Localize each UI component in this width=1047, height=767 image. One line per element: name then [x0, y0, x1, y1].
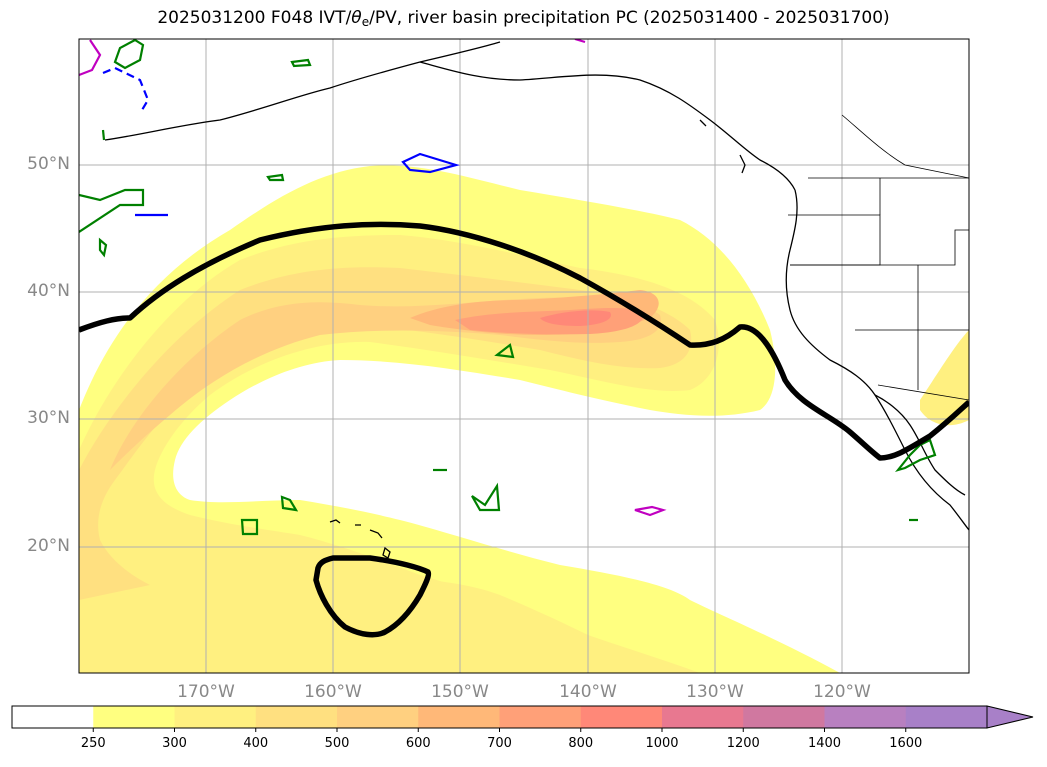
alaska-coast: [419, 61, 796, 191]
pv-green-south2: [240, 518, 259, 536]
pv-magenta-top: [79, 39, 102, 77]
aleutian-coast: [104, 41, 501, 141]
ivt-southern-band: [79, 578, 660, 673]
state-borders: [788, 114, 969, 401]
lon-label-160w: 160°W: [304, 682, 362, 702]
west-coast: [785, 189, 969, 531]
map-frame: [78, 38, 970, 674]
lon-label-120w: 120°W: [813, 682, 871, 702]
pv-green-small4: [101, 129, 106, 141]
colorbar-segment: [580, 706, 663, 728]
ivt-500-band: [110, 297, 661, 470]
colorbar-segment: [499, 706, 582, 728]
theta-e-contours: [79, 221, 969, 638]
lon-label-140w: 140°W: [559, 682, 617, 702]
colorbar-segment: [662, 706, 744, 728]
colorbar-segment: [743, 706, 825, 728]
baja-coast: [874, 394, 966, 496]
colorbar-tick-label: 700: [487, 736, 512, 751]
lat-label-40n: 40°N: [27, 281, 70, 301]
ivt-baja-band: [920, 330, 969, 426]
pv-green-south1: [280, 495, 299, 512]
lat-label-50n: 50°N: [27, 154, 70, 174]
coastlines: [104, 41, 969, 559]
colorbar-extend-arrow: [986, 705, 1034, 729]
colorbar: [11, 705, 1034, 732]
theta-e-closed-contour: [313, 555, 432, 638]
colorbar-segment: [337, 706, 419, 728]
map-title: 2025031200 F048 IVT/θe/PV, river basin p…: [157, 8, 890, 29]
colorbar-tick-label: 600: [405, 736, 431, 751]
colorbar-tick-label: 800: [568, 736, 594, 751]
pv-green-small2: [266, 173, 285, 182]
colorbar-tick-label: 1200: [726, 736, 760, 751]
lat-label-20n: 20°N: [27, 536, 70, 556]
theta-e-main-contour: [79, 221, 969, 461]
colorbar-segment: [93, 706, 175, 728]
colorbar-tick-label: 300: [162, 736, 187, 751]
colorbar-tick-label: 400: [243, 736, 269, 751]
lat-label-30n: 30°N: [27, 408, 70, 428]
colorbar-segment: [12, 706, 94, 728]
colorbar-tick-label: 250: [80, 736, 106, 751]
pv-green-small3: [98, 237, 108, 258]
pv-green-small1: [290, 58, 312, 68]
graticule: [79, 39, 969, 673]
colorbar-tick-label: 1000: [645, 736, 679, 751]
hawaii-islands: [329, 519, 391, 559]
ivt-800-band: [540, 310, 611, 326]
colorbar-segment: [174, 706, 257, 728]
colorbar-segment: [418, 706, 500, 728]
pv-contours: [79, 39, 937, 536]
colorbar-tick-label: 1600: [889, 736, 923, 751]
colorbar-tick-label: 1400: [807, 736, 842, 751]
lon-label-170w: 170°W: [177, 682, 235, 702]
colorbar-segment: [905, 706, 988, 728]
pv-green-mid: [494, 343, 515, 359]
colorbar-segment: [255, 706, 338, 728]
haida-gwaii: [699, 119, 746, 174]
pv-green-top: [113, 39, 145, 70]
colorbar-segment: [824, 706, 907, 728]
lon-label-150w: 150°W: [431, 682, 489, 702]
lon-label-130w: 130°W: [686, 682, 744, 702]
pv-magenta-south: [634, 505, 667, 517]
pv-blue-loop: [401, 152, 460, 174]
pv-green-nw: [79, 188, 145, 233]
pv-green-baja: [894, 438, 937, 473]
pv-blue-dashed: [102, 66, 150, 111]
pv-green-south3: [471, 482, 501, 512]
colorbar-tick-label: 500: [324, 736, 350, 751]
